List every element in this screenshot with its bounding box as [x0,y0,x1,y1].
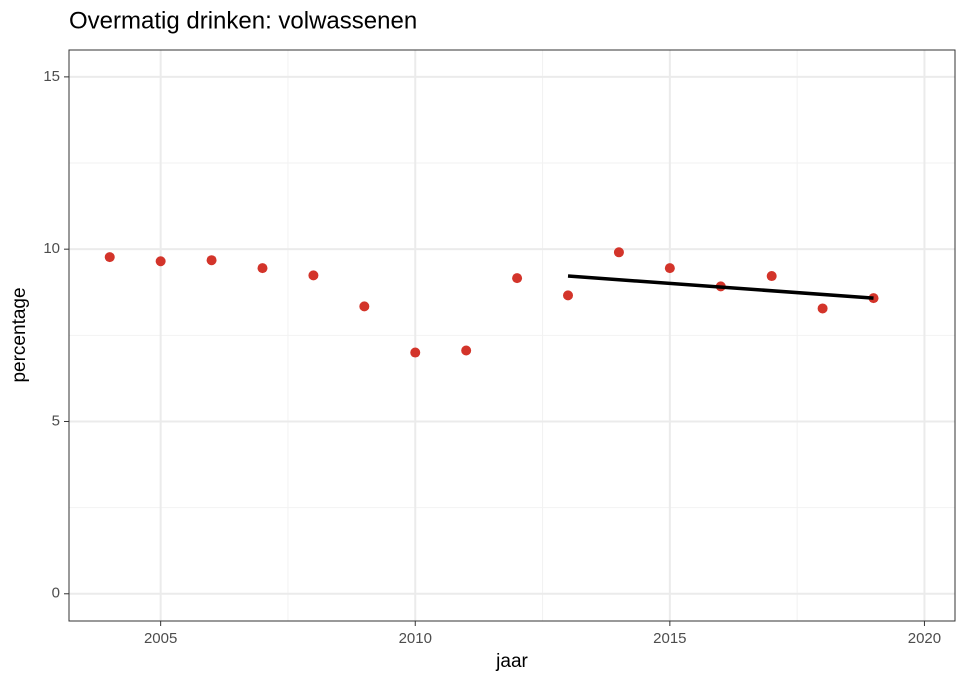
x-tick-label: 2015 [653,630,686,647]
x-tick-label: 2010 [399,630,432,647]
point [563,290,574,301]
y-tick-label: 0 [52,585,60,602]
panel-border [68,49,956,622]
y-axis-title: percentage [9,287,30,382]
point [613,247,624,258]
point [359,301,370,312]
point [664,263,675,274]
y-tick-label: 5 [52,412,60,429]
chart-title: Overmatig drinken: volwassenen [69,7,417,34]
x-tick-label: 2005 [144,630,177,647]
point [257,263,268,274]
point [461,345,472,356]
point [155,256,166,267]
point [206,255,217,266]
point [817,303,828,314]
point [410,347,421,358]
x-axis-title: jaar [495,651,528,672]
y-tick-label: 10 [43,240,60,257]
point [104,252,115,263]
point [308,270,319,281]
trend-line [567,274,874,300]
point [512,273,523,284]
point [766,271,777,282]
y-tick-label: 15 [43,68,60,85]
x-tick-label: 2020 [908,630,941,647]
